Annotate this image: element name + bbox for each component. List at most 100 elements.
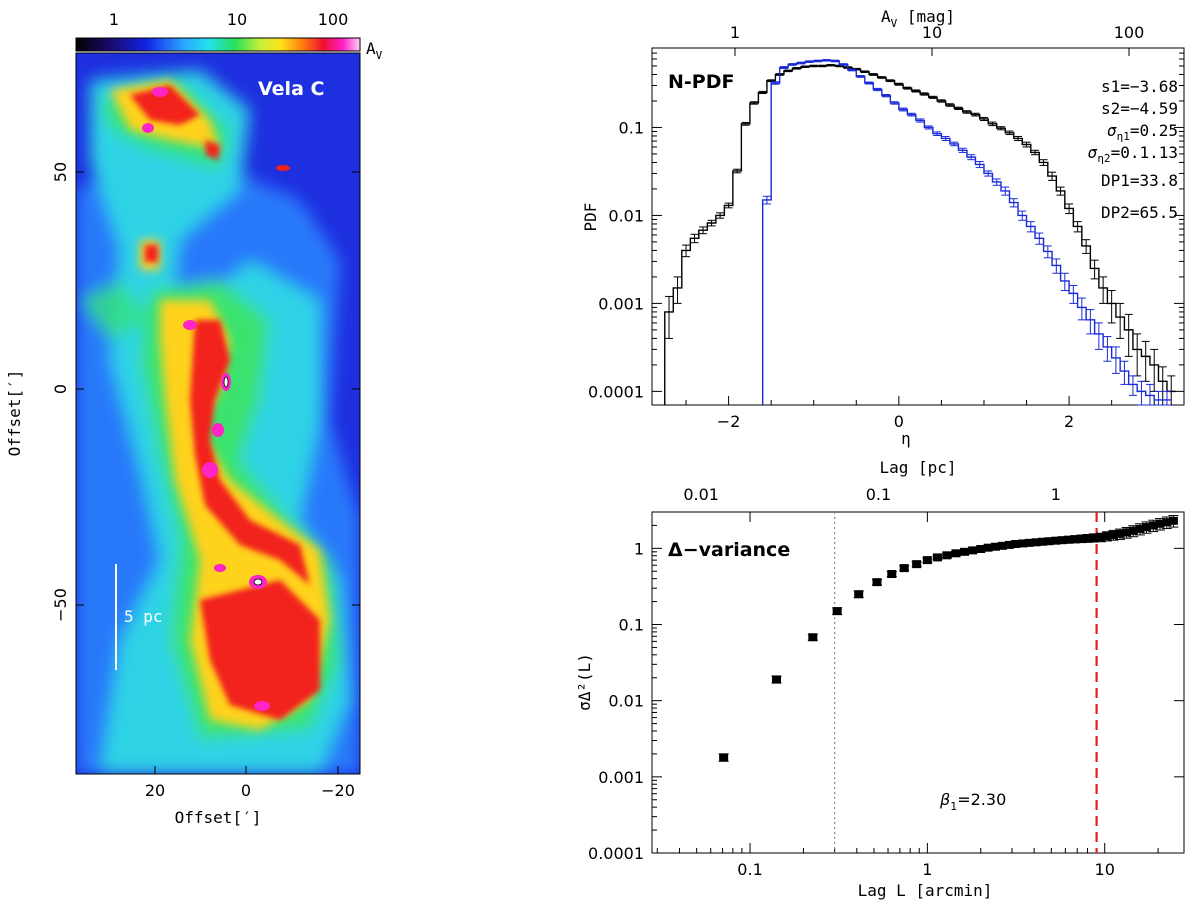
dv-point [1096,533,1106,542]
dv-x-tick-label: 1 [922,860,932,879]
dv-point [976,545,986,554]
dv-point [887,570,897,579]
dv-point [1070,535,1080,544]
npdf-y-label: PDF [581,203,600,232]
dv-point [968,546,978,555]
delta-variance-panel: Lag [pc] Δ−variance Lag L [arcmin] σΔ²(L… [575,458,1185,900]
npdf-annotation: s1=−3.68 [1101,77,1178,96]
dv-y-tick-label: 0.1 [619,616,644,635]
dv-point [1064,535,1074,544]
dv-y-tick-label: 0.001 [598,768,644,787]
dv-point [1168,516,1178,525]
dv-x-tick-label: 10 [1095,860,1115,879]
dv-point [1148,521,1158,530]
dv-point [1128,526,1138,535]
dv-point [1083,534,1093,543]
map-frame [75,52,361,775]
dv-point [932,553,942,562]
map-x-tick: 0 [241,781,251,800]
npdf-top-tick: 1 [730,23,740,42]
dv-top-tick-label: 0.1 [866,485,891,504]
scale-bar-label: 5 pc [124,607,163,626]
map-x-tick: −20 [321,781,355,800]
dv-top-tick-label: 0.01 [683,485,719,504]
dv-point [951,549,961,558]
dv-point [990,542,1000,551]
npdf-annotation: ση2=0.1.13 [1088,143,1178,165]
npdf-x-tick-label: −2 [717,412,741,431]
dv-x-label: Lag L [arcmin] [858,881,993,900]
colorbar: 1 10 100 AV [75,10,383,62]
npdf-series-black [664,64,1176,405]
dv-point [1115,529,1125,538]
dv-point [960,547,970,556]
dv-point [1044,537,1054,546]
dv-title: Δ−variance [668,539,790,561]
dv-point [719,753,729,762]
dv-frame [651,511,1185,854]
npdf-title: N-PDF [668,71,734,93]
map-y-label: Offset[′] [5,370,24,457]
map-x-tick: 20 [145,781,165,800]
dv-x-tick-label: 0.1 [737,860,762,879]
dv-point [1077,534,1087,543]
dv-y-tick-label: 0.0001 [588,844,644,863]
colorbar-tick-100: 100 [318,10,349,29]
npdf-y-tick-label: 0.1 [619,118,644,137]
npdf-y-tick-label: 0.0001 [588,382,644,401]
dv-point [1031,538,1041,547]
dv-point [942,551,952,560]
map-y-tick: 0 [51,384,70,394]
dv-point [1057,536,1067,545]
dv-top-tick-label: 1 [1051,485,1061,504]
extinction-map: 1 10 100 AV [5,10,383,827]
dv-point [1122,528,1132,537]
dv-point [832,607,842,616]
dv-point [1141,523,1151,532]
dv-point [1004,540,1014,549]
map-x-label: Offset[′] [175,808,262,827]
npdf-top-tick: 10 [922,23,942,42]
npdf-x-label: η [901,429,911,448]
dv-annotation: β1=2.30 [939,790,1006,813]
dv-point [912,560,922,569]
dv-y-tick-label: 0.01 [608,692,644,711]
colorbar-unit-label: AV [366,39,383,62]
dv-point [1108,530,1118,539]
dv-point [1018,539,1028,548]
map-image [76,53,360,774]
npdf-x-tick-label: 2 [1064,412,1074,431]
map-y-tick: −50 [51,588,70,622]
dv-y-label: σΔ²(L) [575,653,594,711]
dv-point [1155,519,1165,528]
npdf-frame [651,47,1185,406]
region-label: Vela C [258,78,324,100]
dv-point [1089,533,1099,542]
colorbar-tick-10: 10 [227,10,247,29]
dv-point [1024,538,1034,547]
dv-point [1135,524,1145,533]
npdf-annotation: ση1=0.25 [1107,121,1178,143]
map-axes: 20 0 −20 50 0 −50 Offset[′] Offset[′] [5,162,360,827]
npdf-top-tick: 100 [1114,23,1145,42]
npdf-annotations: s1=−3.68 s2=−4.59 ση1=0.25 ση2=0.1.13 DP… [1088,77,1178,222]
map-y-tick: 50 [51,162,70,182]
npdf-panel: AV [mag] 1 10 100 N-PDF PDF η s1=−3.68 s… [581,7,1185,448]
dv-point [1011,540,1021,549]
dv-point [997,541,1007,550]
dv-point [1051,536,1061,545]
dv-y-tick-label: 1 [634,539,644,558]
dv-point [872,578,882,587]
npdf-y-tick-label: 0.01 [608,206,644,225]
dv-point [899,564,909,573]
dv-point [771,675,781,684]
colorbar-tick-1: 1 [109,10,119,29]
dv-point [854,590,864,599]
npdf-x-tick-label: 0 [894,412,904,431]
npdf-annotation: DP2=65.5 [1101,203,1178,222]
dv-point [808,633,818,642]
dv-point [922,556,932,565]
dv-top-axis-label: Lag [pc] [879,458,956,477]
dv-point [983,543,993,552]
